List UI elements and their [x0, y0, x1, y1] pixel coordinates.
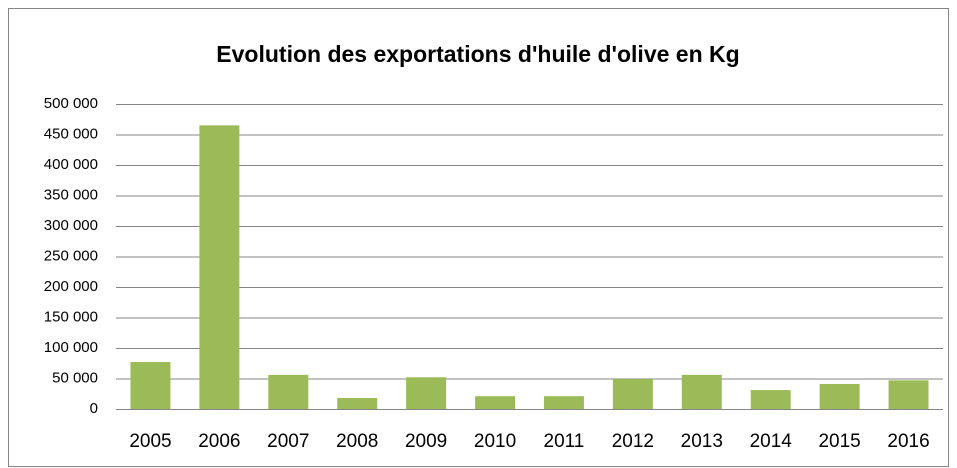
bar: [819, 383, 860, 409]
y-tick-label: 100 000: [44, 339, 98, 356]
y-tick-label: 400 000: [44, 156, 98, 173]
y-tick-label: 0: [90, 400, 98, 417]
x-tick-label: 2008: [336, 431, 378, 452]
bar: [130, 362, 171, 409]
bar: [543, 396, 584, 409]
bar: [750, 390, 791, 409]
x-tick-label: 2005: [129, 431, 171, 452]
bar: [268, 374, 309, 409]
y-tick-label: 50 000: [52, 369, 98, 386]
y-tick-label: 450 000: [44, 125, 98, 142]
y-tick-label: 250 000: [44, 247, 98, 264]
y-tick-label: 150 000: [44, 308, 98, 325]
bar: [475, 396, 516, 409]
x-tick-label: 2012: [612, 431, 654, 452]
x-tick-label: 2013: [681, 431, 723, 452]
x-tick-label: 2009: [405, 431, 447, 452]
x-tick-label: 2006: [198, 431, 240, 452]
bar: [406, 377, 447, 409]
y-tick-label: 350 000: [44, 186, 98, 203]
y-tick-label: 500 000: [44, 95, 98, 112]
x-tick-label: 2015: [818, 431, 860, 452]
x-tick-label: 2011: [544, 431, 585, 452]
bar: [337, 398, 378, 409]
y-tick-label: 200 000: [44, 278, 98, 295]
bar: [199, 125, 240, 409]
bar: [612, 379, 653, 409]
x-tick-label: 2007: [267, 431, 309, 452]
x-tick-label: 2016: [887, 431, 929, 452]
x-tick-label: 2014: [750, 431, 793, 452]
x-tick-label: 2010: [474, 431, 516, 452]
bar: [888, 380, 929, 409]
y-tick-label: 300 000: [44, 217, 98, 234]
chart-title: Evolution des exportations d'huile d'oli…: [216, 41, 739, 67]
bar: [681, 374, 722, 409]
